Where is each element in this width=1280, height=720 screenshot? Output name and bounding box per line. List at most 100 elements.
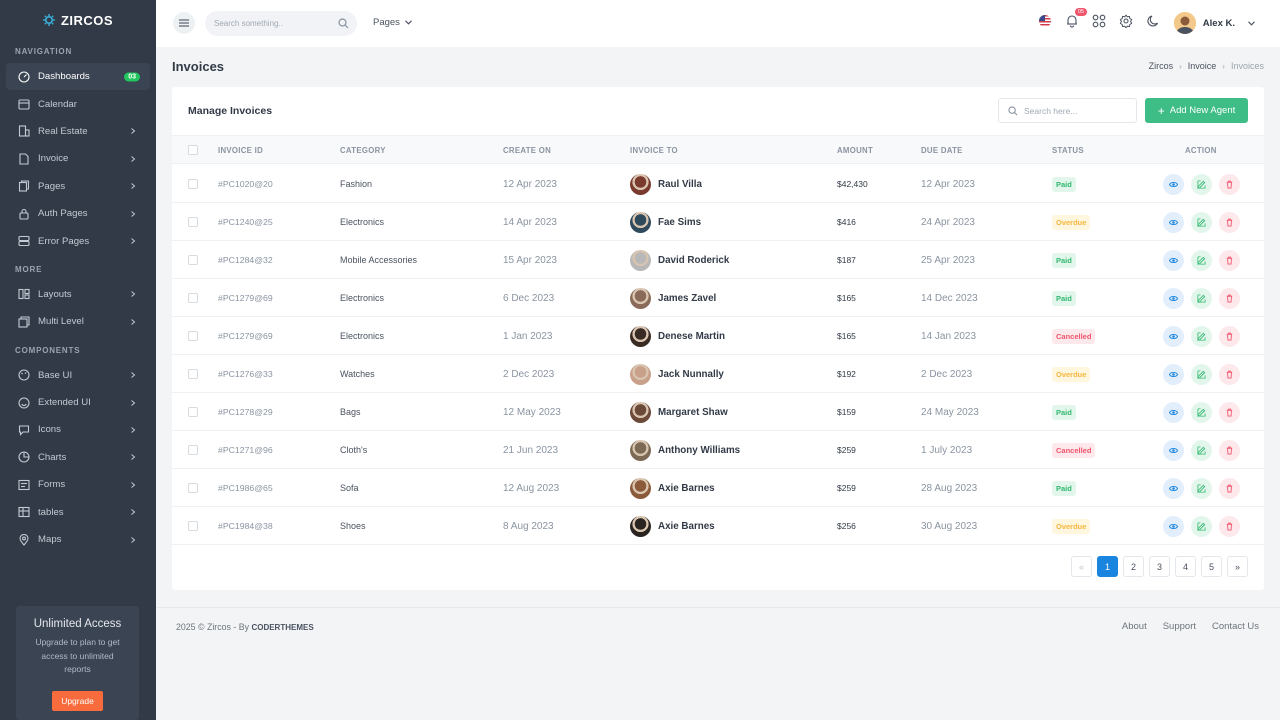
sidebar-item-extended-ui[interactable]: Extended UI: [0, 389, 156, 416]
delete-button[interactable]: [1219, 516, 1240, 537]
sidebar-item-forms[interactable]: Forms: [0, 471, 156, 498]
edit-button[interactable]: [1191, 478, 1212, 499]
row-checkbox[interactable]: [188, 255, 198, 265]
footer-link-contact[interactable]: Contact Us: [1212, 621, 1259, 632]
sidebar-item-error-pages[interactable]: Error Pages: [0, 227, 156, 254]
sidebar-item-icons[interactable]: Icons: [0, 416, 156, 443]
delete-button[interactable]: [1219, 402, 1240, 423]
invoice-id[interactable]: #PC1240@25: [218, 217, 273, 227]
pagination-page[interactable]: 4: [1175, 556, 1196, 577]
theme-toggle-button[interactable]: [1146, 14, 1160, 28]
row-checkbox[interactable]: [188, 179, 198, 189]
sidebar-item-charts[interactable]: Charts: [0, 444, 156, 471]
settings-button[interactable]: [1119, 14, 1133, 29]
sidebar-item-calendar[interactable]: Calendar: [0, 90, 156, 117]
pagination-prev[interactable]: «: [1071, 556, 1092, 577]
column-header[interactable]: CATEGORY: [340, 146, 386, 155]
delete-button[interactable]: [1219, 250, 1240, 271]
view-button[interactable]: [1163, 250, 1184, 271]
top-search-input[interactable]: Search something..: [205, 11, 357, 36]
edit-button[interactable]: [1191, 174, 1212, 195]
delete-button[interactable]: [1219, 364, 1240, 385]
row-checkbox[interactable]: [188, 217, 198, 227]
edit-button[interactable]: [1191, 516, 1212, 537]
breadcrumb-item[interactable]: Zircos: [1148, 61, 1174, 71]
pagination-page[interactable]: 1: [1097, 556, 1118, 577]
column-header[interactable]: CREATE ON: [503, 146, 552, 155]
delete-button[interactable]: [1219, 288, 1240, 309]
sidebar-item-layouts[interactable]: Layouts: [0, 281, 156, 308]
view-button[interactable]: [1163, 212, 1184, 233]
notification-button[interactable]: 05: [1065, 8, 1087, 28]
menu-toggle-button[interactable]: [173, 12, 195, 34]
view-button[interactable]: [1163, 440, 1184, 461]
flag-us-icon[interactable]: [1038, 14, 1052, 28]
footer-link-about[interactable]: About: [1121, 621, 1147, 632]
edit-button[interactable]: [1191, 440, 1212, 461]
delete-button[interactable]: [1219, 440, 1240, 461]
sidebar-item-real-estate[interactable]: Real Estate: [0, 118, 156, 145]
invoice-id[interactable]: #PC1986@65: [218, 483, 273, 493]
sidebar-item-pages[interactable]: Pages: [0, 173, 156, 200]
footer-link-support[interactable]: Support: [1162, 621, 1196, 632]
view-button[interactable]: [1163, 516, 1184, 537]
edit-button[interactable]: [1191, 212, 1212, 233]
view-button[interactable]: [1163, 174, 1184, 195]
row-checkbox[interactable]: [188, 483, 198, 493]
edit-button[interactable]: [1191, 402, 1212, 423]
invoice-id[interactable]: #PC1284@32: [218, 255, 273, 265]
invoice-search-input[interactable]: Search here...: [998, 98, 1137, 123]
edit-button[interactable]: [1191, 288, 1212, 309]
invoice-id[interactable]: #PC1279@69: [218, 331, 273, 341]
brand-logo[interactable]: ZIRCOS: [0, 0, 156, 40]
invoice-id[interactable]: #PC1278@29: [218, 407, 273, 417]
edit-button[interactable]: [1191, 364, 1212, 385]
column-header[interactable]: STATUS: [1052, 146, 1084, 155]
pagination-next[interactable]: »: [1227, 556, 1248, 577]
column-header[interactable]: AMOUNT: [837, 146, 874, 155]
company-link[interactable]: CODERTHEMES: [251, 623, 314, 632]
delete-button[interactable]: [1219, 478, 1240, 499]
sidebar-item-auth-pages[interactable]: Auth Pages: [0, 200, 156, 227]
row-checkbox[interactable]: [188, 293, 198, 303]
view-button[interactable]: [1163, 326, 1184, 347]
column-header[interactable]: DUE DATE: [921, 146, 963, 155]
add-new-agent-button[interactable]: + Add New Agent: [1145, 98, 1248, 123]
view-button[interactable]: [1163, 478, 1184, 499]
sidebar-item-invoice[interactable]: Invoice: [0, 145, 156, 172]
invoice-id[interactable]: #PC1984@38: [218, 521, 273, 531]
edit-button[interactable]: [1191, 326, 1212, 347]
sidebar-item-dashboards[interactable]: Dashboards 03: [6, 63, 150, 91]
view-button[interactable]: [1163, 402, 1184, 423]
pagination-page[interactable]: 2: [1123, 556, 1144, 577]
invoice-id[interactable]: #PC1276@33: [218, 369, 273, 379]
sidebar-item-maps[interactable]: Maps: [0, 526, 156, 553]
view-button[interactable]: [1163, 288, 1184, 309]
pagination-page[interactable]: 3: [1149, 556, 1170, 577]
row-checkbox[interactable]: [188, 407, 198, 417]
delete-button[interactable]: [1219, 174, 1240, 195]
upgrade-button[interactable]: Upgrade: [52, 690, 103, 711]
breadcrumb-item[interactable]: Invoice: [1187, 61, 1217, 71]
select-all-checkbox[interactable]: [188, 145, 198, 155]
invoice-id[interactable]: #PC1020@20: [218, 179, 273, 189]
edit-button[interactable]: [1191, 250, 1212, 271]
invoice-id[interactable]: #PC1271@96: [218, 445, 273, 455]
delete-button[interactable]: [1219, 326, 1240, 347]
column-header[interactable]: INVOICE ID: [218, 146, 264, 155]
row-checkbox[interactable]: [188, 331, 198, 341]
delete-button[interactable]: [1219, 212, 1240, 233]
apps-button[interactable]: [1092, 14, 1106, 28]
pagination-page[interactable]: 5: [1201, 556, 1222, 577]
sidebar-item-tables[interactable]: tables: [0, 498, 156, 525]
sidebar-item-multi-level[interactable]: Multi Level: [0, 308, 156, 335]
sidebar-item-base-ui[interactable]: Base UI: [0, 362, 156, 389]
user-menu[interactable]: Alex K.: [1173, 12, 1255, 34]
pages-dropdown[interactable]: Pages: [373, 17, 412, 28]
view-button[interactable]: [1163, 364, 1184, 385]
row-checkbox[interactable]: [188, 521, 198, 531]
column-header[interactable]: INVOICE TO: [630, 146, 678, 155]
row-checkbox[interactable]: [188, 369, 198, 379]
invoice-id[interactable]: #PC1279@69: [218, 293, 273, 303]
row-checkbox[interactable]: [188, 445, 198, 455]
